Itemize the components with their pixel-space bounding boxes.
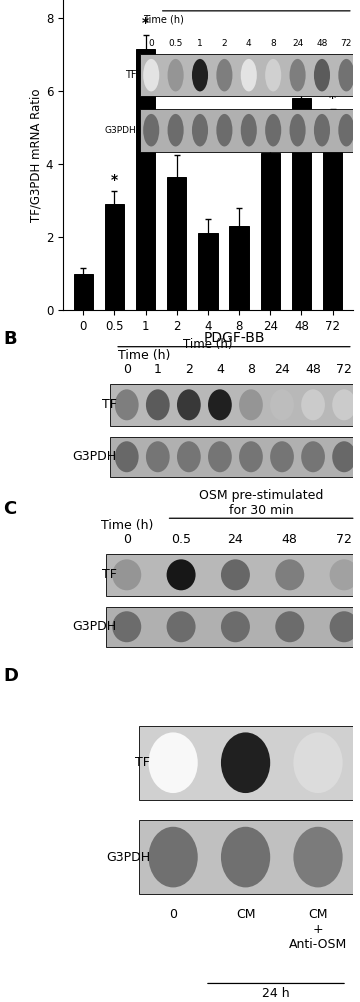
Ellipse shape (301, 390, 325, 420)
Ellipse shape (275, 559, 304, 590)
Bar (110, 384, 360, 426)
Ellipse shape (332, 390, 356, 420)
Ellipse shape (270, 441, 294, 472)
Bar (167, 177, 186, 310)
Ellipse shape (148, 827, 198, 888)
Ellipse shape (293, 732, 343, 793)
Ellipse shape (146, 441, 170, 472)
Text: *: * (173, 136, 180, 150)
Ellipse shape (221, 827, 270, 888)
Ellipse shape (332, 441, 356, 472)
Text: 0: 0 (169, 908, 177, 921)
Bar (139, 820, 352, 894)
Text: *: * (111, 173, 118, 187)
Ellipse shape (208, 441, 232, 472)
Ellipse shape (177, 441, 201, 472)
Ellipse shape (239, 441, 263, 472)
Ellipse shape (112, 611, 141, 642)
Ellipse shape (330, 611, 359, 642)
Ellipse shape (177, 390, 201, 420)
Bar (292, 98, 311, 310)
Ellipse shape (167, 611, 195, 642)
Text: 0.5: 0.5 (171, 533, 191, 546)
Text: TF: TF (102, 399, 117, 412)
Ellipse shape (221, 559, 250, 590)
X-axis label: Time (h): Time (h) (183, 339, 233, 352)
Bar (139, 725, 352, 800)
Bar (107, 606, 360, 647)
Ellipse shape (270, 390, 294, 420)
Text: TF: TF (135, 757, 150, 770)
Text: 2: 2 (185, 363, 193, 376)
Ellipse shape (330, 559, 359, 590)
Text: CM: CM (236, 908, 255, 921)
Bar (107, 554, 360, 596)
Text: *: * (267, 115, 274, 128)
Text: 24: 24 (274, 363, 290, 376)
Text: *: * (142, 16, 149, 30)
Bar (110, 437, 360, 477)
Bar (261, 153, 280, 310)
Text: 48: 48 (305, 363, 321, 376)
Text: G3PDH: G3PDH (106, 851, 150, 864)
Text: 72: 72 (336, 363, 352, 376)
Text: 48: 48 (282, 533, 298, 546)
Bar (136, 49, 155, 310)
Text: 4: 4 (216, 363, 224, 376)
Text: C: C (4, 500, 17, 518)
Text: OSM pre-stimulated
for 30 min: OSM pre-stimulated for 30 min (199, 489, 323, 517)
Ellipse shape (293, 827, 343, 888)
Ellipse shape (208, 390, 232, 420)
Ellipse shape (301, 441, 325, 472)
Text: 0: 0 (123, 363, 131, 376)
Ellipse shape (112, 559, 141, 590)
Y-axis label: TF/G3PDH mRNA Ratio: TF/G3PDH mRNA Ratio (30, 88, 43, 221)
Ellipse shape (167, 559, 195, 590)
Text: 24 h: 24 h (262, 987, 290, 1000)
Text: Time (h): Time (h) (100, 519, 153, 532)
Ellipse shape (275, 611, 304, 642)
Text: 8: 8 (247, 363, 255, 376)
Ellipse shape (239, 390, 263, 420)
Text: TF: TF (102, 568, 117, 581)
Bar (198, 233, 217, 310)
Text: CM
+
Anti-OSM: CM + Anti-OSM (289, 908, 347, 951)
Ellipse shape (115, 441, 139, 472)
Text: 1: 1 (154, 363, 162, 376)
Text: D: D (4, 667, 19, 685)
Text: G3PDH: G3PDH (72, 620, 117, 633)
Bar (73, 274, 93, 310)
Ellipse shape (115, 390, 139, 420)
Text: *: * (298, 60, 305, 74)
Bar (229, 226, 249, 310)
Text: 72: 72 (336, 533, 352, 546)
Text: *: * (329, 91, 336, 105)
Ellipse shape (221, 732, 270, 793)
Text: B: B (4, 330, 17, 348)
Text: 0: 0 (123, 533, 131, 546)
Text: Time (h): Time (h) (118, 350, 170, 362)
Ellipse shape (221, 611, 250, 642)
Ellipse shape (146, 390, 170, 420)
Text: 24: 24 (228, 533, 243, 546)
Bar (323, 126, 342, 310)
Text: G3PDH: G3PDH (72, 450, 117, 463)
Ellipse shape (148, 732, 198, 793)
Text: PDGF-BB: PDGF-BB (203, 331, 265, 345)
Bar (105, 204, 124, 310)
